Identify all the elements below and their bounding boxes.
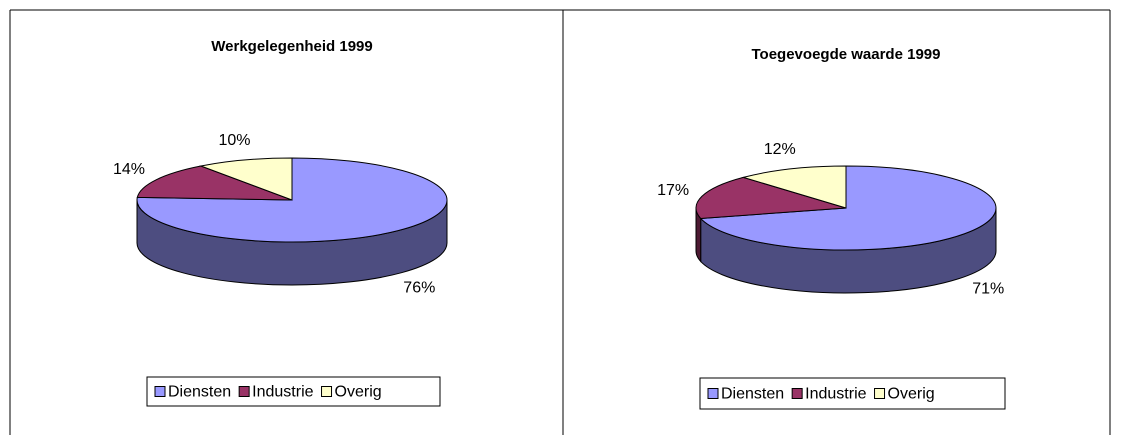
legend-label: Overig <box>335 384 382 401</box>
legend-label: Diensten <box>168 384 231 401</box>
legend-swatch <box>238 386 250 397</box>
chart-title: Werkgelegenheid 1999 <box>211 38 372 55</box>
legend-box <box>699 377 1006 410</box>
legend-label: Diensten <box>721 386 784 403</box>
data-label: 76% <box>403 280 435 297</box>
legend-swatch <box>874 388 886 399</box>
slice <box>699 165 997 251</box>
slice <box>199 157 293 201</box>
data-label: 14% <box>113 161 145 178</box>
data-label: 10% <box>219 132 251 149</box>
data-label: 12% <box>764 141 796 158</box>
legend-swatch <box>154 386 166 397</box>
chart-title: Toegevoegde waarde 1999 <box>752 46 941 63</box>
legend-swatch <box>707 388 719 399</box>
legend-label: Industrie <box>252 384 313 401</box>
slice <box>136 165 293 201</box>
legend-swatch <box>321 386 333 397</box>
legend-label: Industrie <box>805 386 866 403</box>
legend-label: Overig <box>888 386 935 403</box>
slice <box>695 176 847 219</box>
legend-box <box>146 376 441 407</box>
legend-swatch <box>791 388 803 399</box>
data-label: 17% <box>657 182 689 199</box>
slice <box>741 165 847 209</box>
slice <box>136 157 448 243</box>
data-label: 71% <box>972 280 1004 297</box>
